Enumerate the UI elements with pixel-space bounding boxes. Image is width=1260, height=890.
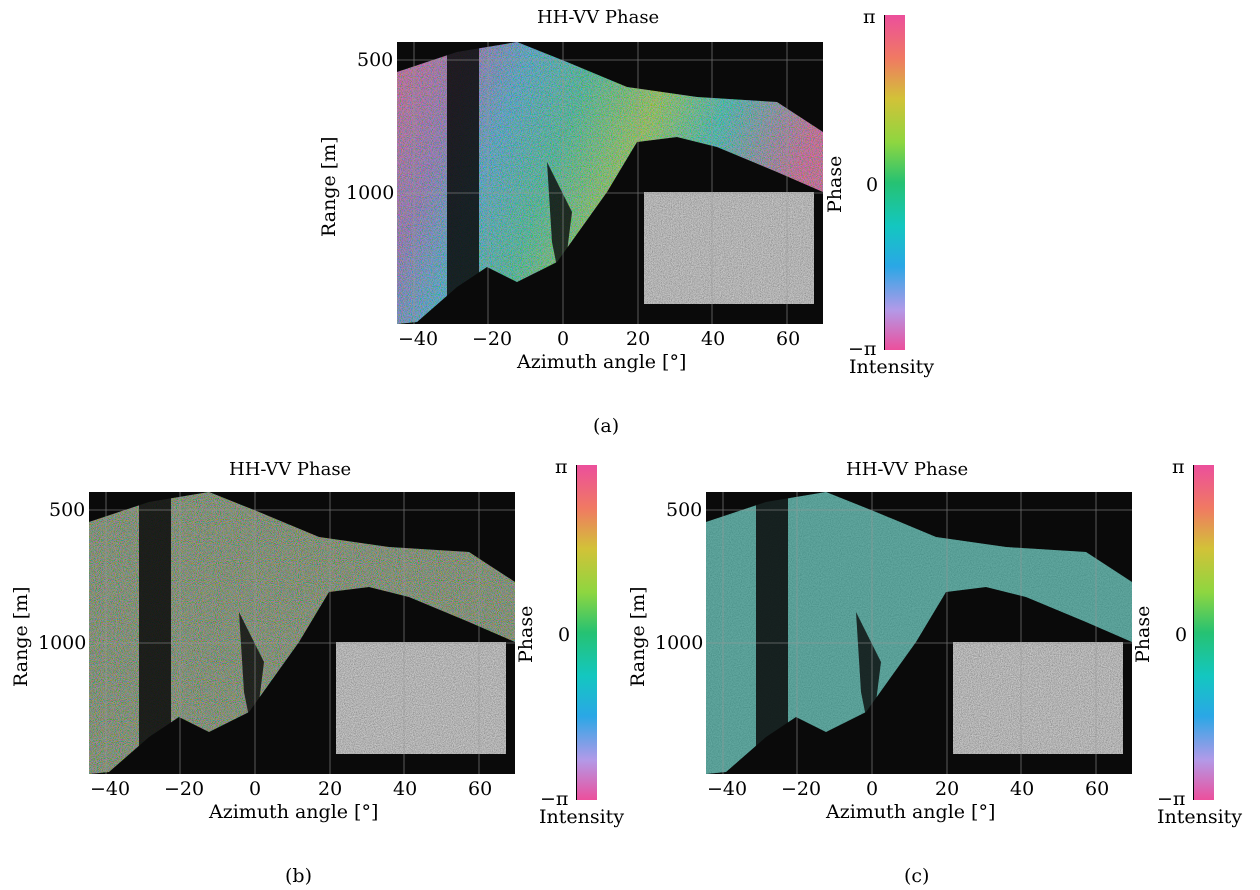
x-tick-label: 20 bbox=[626, 328, 651, 350]
colorbar-bottom-label: −π bbox=[848, 338, 877, 360]
panel-a: HH-VV Phase bbox=[318, 6, 935, 438]
x-tick-label: −20 bbox=[164, 778, 205, 800]
panel-b: HH-VV Phase bbox=[0, 450, 630, 890]
y-tick-label: 500 bbox=[49, 499, 86, 521]
y-axis-label: Range [m] bbox=[627, 586, 649, 687]
colorbar-sublabel: Intensity bbox=[849, 356, 935, 378]
x-tick-label: 0 bbox=[557, 328, 570, 350]
x-tick-label: 20 bbox=[935, 778, 960, 800]
panel-title: HH-VV Phase bbox=[846, 459, 969, 480]
colorbar-bottom-label: −π bbox=[540, 788, 569, 810]
x-axis-label: Azimuth angle [°] bbox=[826, 801, 996, 823]
radar-image bbox=[706, 492, 1132, 774]
y-tick-label: 1000 bbox=[655, 632, 704, 654]
y-tick-label: 500 bbox=[357, 49, 394, 71]
colorbar-top-label: π bbox=[1172, 456, 1185, 478]
panel-caption: (b) bbox=[285, 865, 312, 887]
colorbar-top-label: π bbox=[863, 6, 876, 28]
x-tick-label: 60 bbox=[468, 778, 493, 800]
x-tick-label: −20 bbox=[472, 328, 513, 350]
colorbar-label: Phase bbox=[824, 155, 846, 213]
x-axis-label: Azimuth angle [°] bbox=[209, 801, 379, 823]
colorbar bbox=[1193, 465, 1214, 800]
x-axis-label: Azimuth angle [°] bbox=[517, 351, 687, 373]
x-tick-label: 0 bbox=[866, 778, 879, 800]
colorbar bbox=[884, 15, 905, 350]
panel-title: HH-VV Phase bbox=[537, 7, 660, 28]
colorbar bbox=[576, 465, 597, 800]
x-tick-label: −40 bbox=[707, 778, 748, 800]
colorbar-sublabel: Intensity bbox=[539, 806, 625, 828]
y-tick-label: 1000 bbox=[38, 632, 87, 654]
x-tick-label: −20 bbox=[781, 778, 822, 800]
x-tick-label: 20 bbox=[318, 778, 343, 800]
panel-c: HH-VV Phase bbox=[617, 450, 1260, 890]
x-tick-label: −40 bbox=[398, 328, 439, 350]
colorbar-top-label: π bbox=[555, 456, 568, 478]
colorbar-mid-label: 0 bbox=[1175, 624, 1188, 646]
x-tick-label: 40 bbox=[1010, 778, 1035, 800]
x-tick-label: 40 bbox=[701, 328, 726, 350]
colorbar-label: Phase bbox=[515, 605, 537, 663]
panel-caption: (c) bbox=[904, 865, 930, 887]
x-tick-label: 0 bbox=[249, 778, 262, 800]
colorbar-bottom-label: −π bbox=[1157, 788, 1186, 810]
x-tick-label: 60 bbox=[1085, 778, 1110, 800]
panel-caption: (a) bbox=[593, 415, 620, 437]
colorbar-sublabel: Intensity bbox=[1157, 806, 1243, 828]
y-tick-label: 1000 bbox=[346, 182, 395, 204]
colorbar-label: Phase bbox=[1132, 605, 1154, 663]
radar-image bbox=[89, 492, 515, 774]
y-axis-label: Range [m] bbox=[318, 136, 340, 237]
radar-image bbox=[397, 42, 823, 324]
colorbar-mid-label: 0 bbox=[866, 174, 879, 196]
colorbar-mid-label: 0 bbox=[558, 624, 571, 646]
x-tick-label: −40 bbox=[90, 778, 131, 800]
x-tick-label: 40 bbox=[393, 778, 418, 800]
x-tick-label: 60 bbox=[776, 328, 801, 350]
y-tick-label: 500 bbox=[666, 499, 703, 521]
y-axis-label: Range [m] bbox=[10, 586, 32, 687]
panel-title: HH-VV Phase bbox=[229, 459, 352, 480]
